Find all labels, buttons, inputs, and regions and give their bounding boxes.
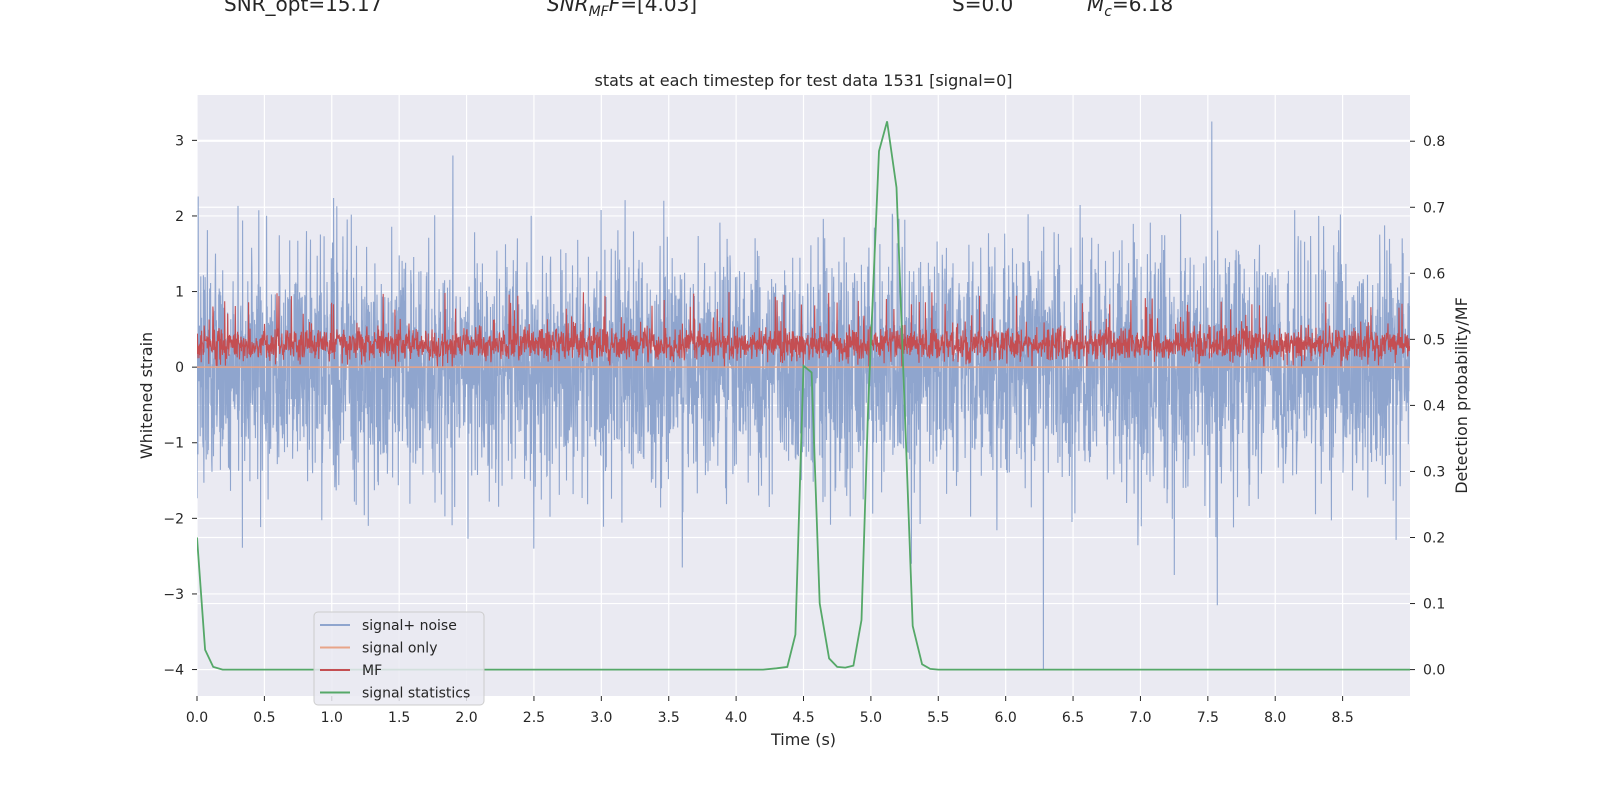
y-right-tick-label: 0.0 (1423, 663, 1445, 679)
y-right-tick-label: 0.2 (1423, 530, 1445, 546)
x-tick-label: 1.0 (321, 710, 343, 726)
legend-entry: signal+ noise (362, 618, 457, 634)
x-tick-label: 8.0 (1264, 710, 1286, 726)
legend-entry: MF (362, 663, 382, 679)
y-right-tick-label: 0.8 (1423, 134, 1445, 150)
x-tick-label: 0.0 (186, 710, 208, 726)
mc-label: Mc=6.18 (1087, 0, 1174, 20)
y-right-tick-label: 0.3 (1423, 464, 1445, 480)
x-axis-label: Time (s) (770, 730, 836, 749)
y-tick-label: 0 (175, 360, 184, 376)
x-tick-label: 8.5 (1331, 710, 1353, 726)
s-value-label: S=0.0 (952, 0, 1014, 16)
chart-title: stats at each timestep for test data 153… (594, 71, 1012, 90)
y-tick-label: −3 (163, 587, 184, 603)
series-signal-statistics (197, 121, 1410, 671)
x-tick-label: 6.5 (1062, 710, 1084, 726)
y-right-tick-label: 0.1 (1423, 597, 1445, 613)
y-right-tick-label: 0.5 (1423, 332, 1445, 348)
x-tick-label: 3.5 (658, 710, 680, 726)
legend-entry: signal only (362, 641, 437, 657)
y-tick-label: −1 (163, 436, 184, 452)
y-axis-label: Whitened strain (137, 332, 156, 459)
x-tick-label: 4.5 (792, 710, 814, 726)
x-tick-label: 0.5 (253, 710, 275, 726)
x-tick-label: 2.5 (523, 710, 545, 726)
y-tick-label: 1 (175, 285, 184, 301)
series-mf (197, 292, 1410, 367)
x-tick-label: 5.5 (927, 710, 949, 726)
y-right-tick-label: 0.6 (1423, 266, 1445, 282)
x-tick-label: 1.5 (388, 710, 410, 726)
x-tick-label: 3.0 (590, 710, 612, 726)
y-right-tick-label: 0.7 (1423, 200, 1445, 216)
y-tick-label: −2 (163, 511, 184, 527)
x-tick-label: 2.0 (455, 710, 477, 726)
y-tick-label: 3 (175, 133, 184, 149)
legend: signal+ noise signal only MF signal statist… (313, 611, 485, 706)
x-tick-label: 7.0 (1129, 710, 1151, 726)
y-right-tick-label: 0.4 (1423, 398, 1445, 414)
legend-entry: signal statistics (362, 686, 470, 702)
legend-box (313, 611, 485, 706)
x-tick-label: 6.0 (995, 710, 1017, 726)
snr-opt-label: SNR_opt=15.17 (224, 0, 383, 16)
x-tick-label: 5.0 (860, 710, 882, 726)
snr-mf-label: SNRMFF=[4.03] (547, 0, 698, 20)
x-tick-label: 7.5 (1197, 710, 1219, 726)
x-tick-label: 4.0 (725, 710, 747, 726)
y-tick-label: 2 (175, 209, 184, 225)
y-right-axis-label: Detection probability/MF (1452, 297, 1471, 494)
plot-area (197, 121, 1410, 671)
axes-text: stats at each timestep for test data 153… (137, 71, 1471, 749)
y-tick-label: −4 (163, 663, 184, 679)
